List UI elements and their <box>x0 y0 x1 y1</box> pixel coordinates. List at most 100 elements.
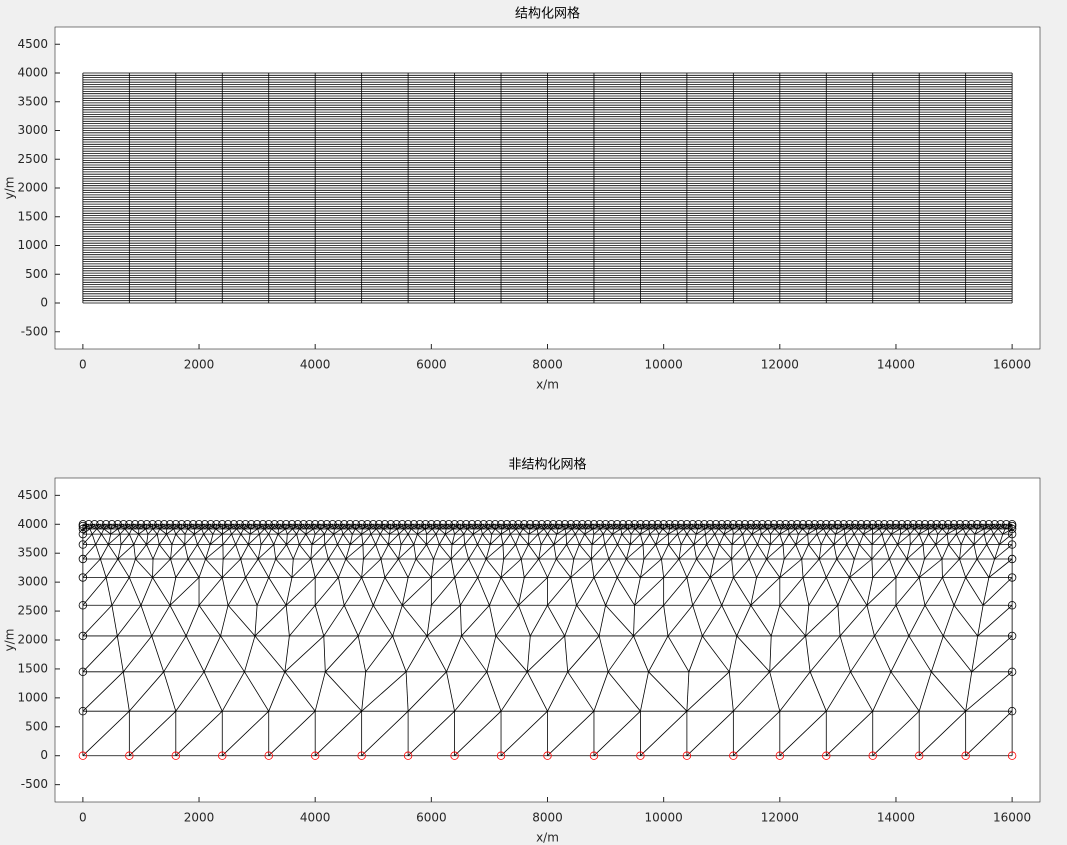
mesh-edge <box>528 544 540 560</box>
mesh-edge <box>844 534 848 545</box>
mesh-edge <box>590 558 595 578</box>
node-marker <box>618 520 628 529</box>
mesh-edge <box>417 528 426 535</box>
mesh-edge <box>969 525 972 530</box>
mesh-edge <box>248 533 260 545</box>
node-marker <box>601 520 610 529</box>
node-marker <box>967 520 976 529</box>
y-tick-label: 0 <box>40 748 48 762</box>
mesh-edge <box>407 528 412 535</box>
node-marker <box>78 751 88 760</box>
mesh-edge <box>363 544 376 560</box>
mesh-edge <box>825 671 851 712</box>
node-marker <box>787 520 796 529</box>
mesh-edge <box>686 671 730 712</box>
mesh-edge <box>415 558 432 578</box>
mesh-edge <box>361 558 382 578</box>
node-marker <box>822 751 831 760</box>
node-marker <box>543 751 552 760</box>
mesh-edge <box>675 523 682 527</box>
mesh-edge <box>375 533 381 545</box>
mesh-edge <box>243 525 246 530</box>
mesh-edge <box>268 558 277 578</box>
mesh-edge <box>111 605 118 637</box>
node-marker <box>206 520 215 529</box>
mesh-edge <box>733 577 752 606</box>
mesh-edge <box>801 558 804 578</box>
mesh-edge <box>858 525 862 530</box>
node-marker <box>868 520 877 529</box>
mesh-edge <box>965 577 984 606</box>
node-marker <box>171 751 181 760</box>
mesh-edge <box>170 558 177 578</box>
mesh-edge <box>709 558 732 578</box>
x-tick-label: 2000 <box>184 811 215 825</box>
mesh-edge <box>971 635 979 672</box>
node-marker <box>96 520 105 529</box>
mesh-edge <box>338 523 345 527</box>
mesh-edge <box>96 528 102 535</box>
mesh-edge <box>565 528 573 535</box>
node-marker <box>595 520 604 529</box>
mesh-edge <box>693 533 706 545</box>
mesh-edge <box>108 544 119 560</box>
node-marker <box>357 751 366 760</box>
mesh-edge <box>471 523 478 527</box>
mesh-edge <box>89 528 93 535</box>
mesh-edge <box>598 605 606 637</box>
mesh-edge <box>396 523 403 527</box>
mesh-edge <box>686 528 692 535</box>
node-marker <box>944 520 953 529</box>
node-marker <box>665 520 674 529</box>
mesh-edge <box>941 528 948 535</box>
mesh-edge <box>895 523 902 527</box>
mesh-edge <box>338 577 345 606</box>
mesh-edge <box>663 523 670 527</box>
mesh-edge <box>977 605 984 637</box>
mesh-edge <box>719 544 732 560</box>
mesh-edge <box>849 558 855 578</box>
mesh-edge <box>849 523 856 527</box>
node-marker <box>218 751 227 760</box>
mesh-edge <box>858 528 864 535</box>
mesh-edge <box>285 577 316 606</box>
mesh-edge <box>435 534 440 545</box>
mesh-edge <box>686 533 695 545</box>
mesh-edge <box>275 558 293 578</box>
node-marker <box>1007 524 1017 534</box>
mesh-edge <box>274 523 281 527</box>
mesh-edge <box>668 544 680 560</box>
mesh-edge <box>620 525 624 530</box>
mesh-edge <box>570 577 577 606</box>
mesh-edge <box>942 558 960 578</box>
mesh-edge <box>486 635 497 672</box>
mesh-edge <box>445 528 454 535</box>
mesh-edge <box>108 533 121 545</box>
mesh-edge <box>611 523 618 527</box>
mesh-edge <box>485 558 502 578</box>
mesh-edge <box>879 528 883 535</box>
mesh-edge <box>116 605 142 637</box>
mesh-edge <box>584 533 593 545</box>
mesh-edge <box>111 523 118 527</box>
mesh-edge <box>515 525 519 530</box>
mesh-edge <box>197 544 206 560</box>
mesh-edge <box>667 605 694 637</box>
mesh-edge <box>407 558 417 578</box>
mesh-edge <box>648 635 669 673</box>
mesh-edge <box>696 558 711 578</box>
mesh-edge <box>451 533 465 545</box>
node-marker <box>264 751 273 760</box>
mesh-edge <box>259 528 265 535</box>
mesh-edge <box>333 533 338 545</box>
node-marker <box>223 520 233 529</box>
mesh-edge <box>627 528 632 535</box>
mesh-edge <box>472 528 482 535</box>
mesh-edge <box>324 533 335 545</box>
mesh-edge <box>378 523 385 527</box>
mesh-edge <box>95 533 102 545</box>
mesh-edge <box>105 523 113 527</box>
mesh-edge <box>460 577 479 606</box>
mesh-edge <box>264 528 270 535</box>
mesh-edge <box>839 635 851 672</box>
